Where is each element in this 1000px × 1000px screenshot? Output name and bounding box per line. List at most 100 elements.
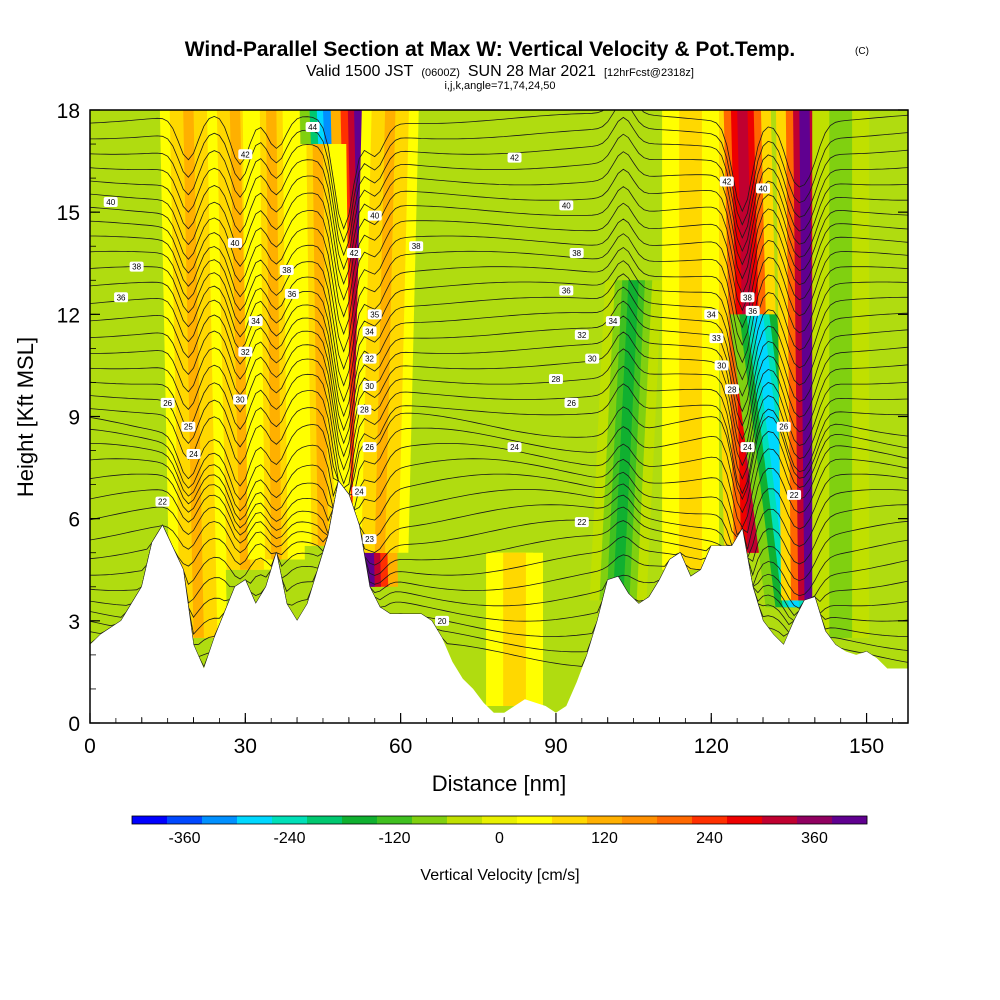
theta-label-box [233, 394, 248, 405]
theta-label-text: 28 [360, 406, 369, 415]
x-axis: 0 30 60 90 120 150 [84, 713, 884, 758]
colorbar-swatch [342, 816, 378, 824]
theta-label-text: 42 [241, 150, 250, 159]
velocity-plume [509, 552, 520, 706]
colorbar-swatch [237, 816, 273, 824]
theta-label-text: 25 [184, 423, 193, 432]
theta-label-box [114, 292, 129, 303]
theta-label-box [357, 404, 372, 415]
theta-contour-line [90, 480, 908, 597]
theta-label: 38 [409, 241, 424, 252]
theta-label: 28 [724, 384, 739, 395]
theta-label: 42 [507, 152, 522, 163]
colorbar-swatch [517, 816, 553, 824]
theta-label-text: 32 [241, 348, 250, 357]
theta-label-text: 40 [370, 212, 379, 221]
theta-label: 34 [605, 316, 620, 327]
theta-label-text: 36 [117, 293, 126, 302]
theta-label-box [569, 248, 584, 259]
indices-line: i,j,k,angle=71,74,24,50 [444, 80, 555, 92]
colorbar-swatch [622, 816, 658, 824]
subtitle-forecast: [12hrFcst@2318z] [604, 67, 694, 79]
theta-contour-line [90, 383, 908, 496]
theta-contour-line [90, 480, 908, 609]
theta-label: 34 [248, 316, 263, 327]
theta-label: 40 [227, 237, 242, 248]
theta-contour-line [90, 218, 908, 353]
theta-label-box [605, 316, 620, 327]
colorbar-tick-label: 360 [801, 830, 828, 847]
x-tick-label: 120 [694, 735, 729, 758]
theta-label: 22 [155, 496, 170, 507]
theta-label: 30 [233, 394, 248, 405]
x-axis-label: Distance [nm] [432, 771, 567, 796]
velocity-fill-layer [159, 110, 870, 706]
y-tick-label: 6 [68, 509, 80, 532]
theta-contour-line [90, 116, 908, 257]
theta-label-box [507, 442, 522, 453]
theta-label: 36 [745, 305, 760, 316]
y-tick-label: 9 [68, 407, 80, 430]
theta-label-text: 32 [365, 355, 374, 364]
theta-label-box [362, 534, 377, 545]
theta-label-box [787, 489, 802, 500]
velocity-plume [685, 110, 696, 570]
colorbar-swatch [482, 816, 518, 824]
theta-label-box [186, 448, 201, 459]
colorbar-swatch [132, 816, 168, 824]
velocity-plume [183, 110, 204, 638]
theta-label-text: 40 [231, 239, 240, 248]
theta-label-box [362, 353, 377, 364]
theta-contour-line [90, 426, 908, 514]
theta-label-box [776, 421, 791, 432]
colorbar: -360 -240 -120 0 120 240 360 [131, 815, 868, 847]
theta-label-text: 33 [712, 334, 721, 343]
theta-label-text: 38 [132, 263, 141, 272]
theta-label: 33 [709, 333, 724, 344]
theta-label-box [585, 353, 600, 364]
theta-label-text: 38 [412, 242, 421, 251]
theta-label-text: 42 [510, 154, 519, 163]
theta-label-text: 36 [287, 290, 296, 299]
theta-label: 44 [305, 122, 320, 133]
theta-contour-line [90, 300, 908, 445]
theta-label-box [155, 496, 170, 507]
theta-label-box [548, 374, 563, 385]
theta-label-text: 36 [748, 307, 757, 316]
theta-label: 36 [559, 285, 574, 296]
theta-label: 38 [129, 261, 144, 272]
colorbar-swatch [657, 816, 693, 824]
theta-contour-line [90, 365, 908, 489]
theta-label-box [352, 486, 367, 497]
theta-label-text: 34 [365, 327, 374, 336]
colorbar-swatch [692, 816, 728, 824]
subtitle-valid: Valid 1500 JST [306, 63, 414, 80]
theta-label: 30 [585, 353, 600, 364]
theta-label-box [347, 248, 362, 259]
theta-label-box [305, 122, 320, 133]
theta-label-text: 36 [562, 286, 571, 295]
theta-label-box [740, 442, 755, 453]
theta-label-text: 38 [572, 249, 581, 258]
theta-label: 20 [435, 615, 450, 626]
theta-label-box [362, 380, 377, 391]
theta-label-text: 38 [282, 266, 291, 275]
theta-label: 42 [347, 248, 362, 259]
y-axis-label: Height [Kft MSL] [13, 337, 38, 497]
chart-title-mark: (C) [855, 46, 869, 57]
theta-label-box [724, 384, 739, 395]
theta-label: 26 [362, 442, 377, 453]
theta-label: 40 [103, 196, 118, 207]
theta-label-text: 26 [365, 443, 374, 452]
theta-label: 32 [238, 346, 253, 357]
theta-label: 40 [559, 200, 574, 211]
theta-label-text: 24 [510, 443, 519, 452]
colorbar-swatch [587, 816, 623, 824]
theta-label-text: 32 [577, 331, 586, 340]
theta-label-box [227, 237, 242, 248]
velocity-plume [835, 110, 846, 638]
y-tick-label: 18 [57, 100, 80, 123]
theta-label-text: 28 [551, 375, 560, 384]
